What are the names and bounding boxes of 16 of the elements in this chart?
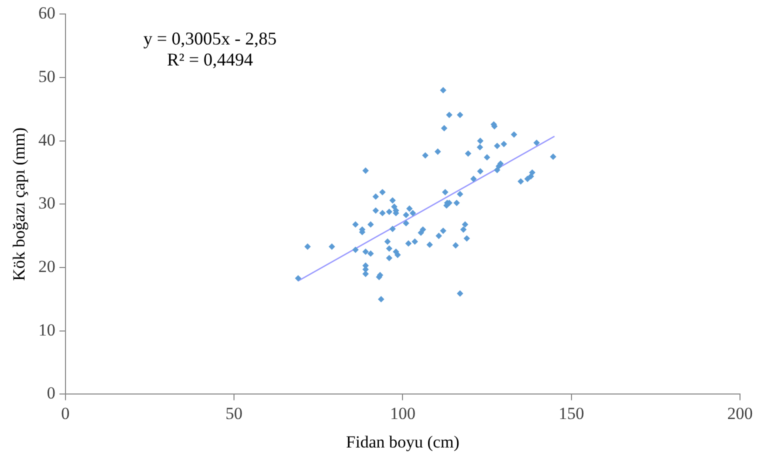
y-tick-label: 10 — [38, 320, 56, 340]
x-tick-label: 150 — [558, 404, 584, 423]
x-axis-title: Fidan boyu (cm) — [346, 432, 460, 452]
y-axis-title: Kök boğazı çapı (mm) — [10, 127, 29, 281]
y-tick-label: 50 — [38, 67, 56, 86]
y-tick-label: 0 — [46, 384, 56, 403]
x-tick-label: 100 — [390, 404, 416, 423]
x-tick-label: 200 — [727, 404, 753, 423]
x-tick-label: 50 — [226, 404, 243, 423]
y-tick-label: 20 — [38, 257, 56, 276]
x-tick-label: 0 — [61, 404, 70, 423]
y-tick-label: 60 — [38, 4, 56, 23]
annotation: y = 0,3005x - 2,85 — [143, 28, 277, 49]
y-tick-label: 30 — [38, 194, 56, 213]
y-tick-label: 40 — [38, 130, 56, 150]
annotation: R² = 0,4494 — [166, 50, 254, 70]
